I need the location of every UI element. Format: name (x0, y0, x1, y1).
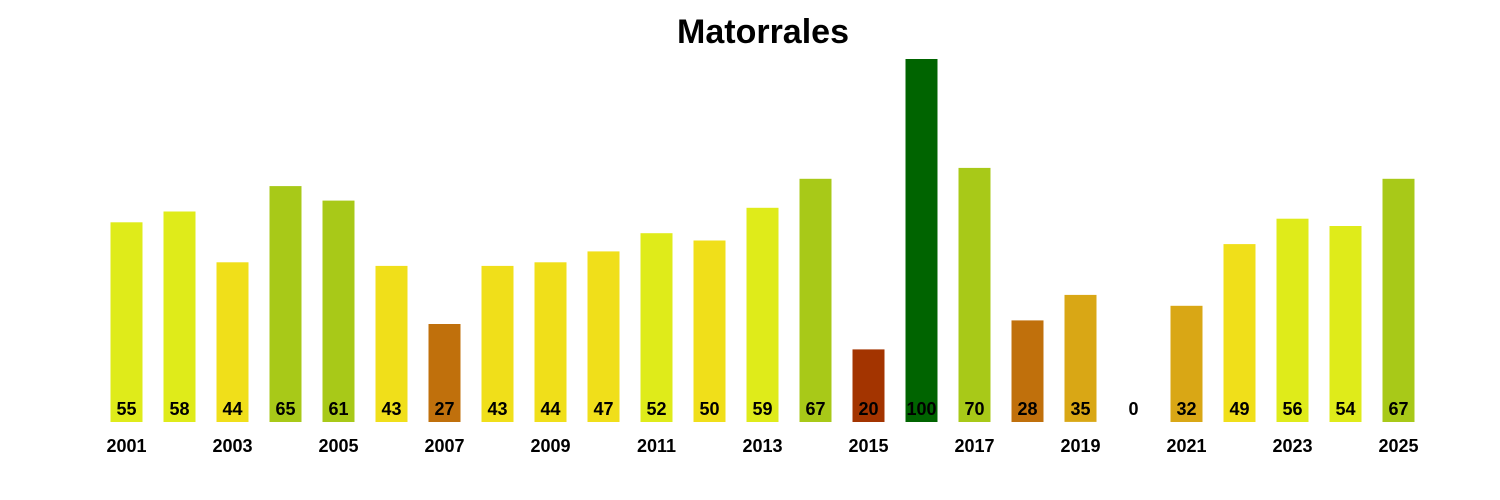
bar-2025 (1382, 178, 1415, 422)
bar-2008 (481, 265, 514, 422)
x-tick-label-2019: 2019 (1060, 436, 1100, 456)
x-tick-label-2003: 2003 (212, 436, 252, 456)
bar-2009 (534, 262, 567, 422)
value-label-2022: 49 (1229, 399, 1249, 419)
x-tick-label-2025: 2025 (1378, 436, 1418, 456)
value-label-2001: 55 (116, 399, 136, 419)
x-tick-label-2023: 2023 (1272, 436, 1312, 456)
value-label-2007: 27 (434, 399, 454, 419)
value-label-2013: 59 (752, 399, 772, 419)
value-label-2018: 28 (1017, 399, 1037, 419)
value-label-2014: 67 (805, 399, 825, 419)
bar-2014 (799, 178, 832, 422)
bar-2002 (163, 211, 196, 422)
bar-2024 (1329, 226, 1362, 422)
value-label-2017: 70 (964, 399, 984, 419)
bar-2023 (1276, 218, 1309, 422)
value-label-2006: 43 (381, 399, 401, 419)
bar-2021 (1170, 305, 1203, 422)
x-tick-label-2007: 2007 (424, 436, 464, 456)
value-label-2015: 20 (858, 399, 878, 419)
bar-2013 (746, 207, 779, 422)
chart-title: Matorrales (677, 13, 849, 51)
bar-2019 (1064, 294, 1097, 422)
value-label-2002: 58 (169, 399, 189, 419)
bar-2001 (110, 222, 143, 422)
value-label-2004: 65 (275, 399, 295, 419)
value-label-2019: 35 (1070, 399, 1090, 419)
value-label-group: 55 58 44 65 61 43 27 43 44 47 52 50 59 67 20 100 70 28 35 0… (116, 399, 1408, 419)
value-label-2005: 61 (328, 399, 348, 419)
x-tick-group: 2001 2003 2005 2007 2009 2011 2013 2015 2017 2019… (106, 436, 1418, 456)
value-label-2009: 44 (540, 399, 560, 419)
value-label-2008: 43 (487, 399, 507, 419)
value-label-2016: 100 (906, 399, 936, 419)
value-label-2021: 32 (1176, 399, 1196, 419)
x-tick-label-2017: 2017 (954, 436, 994, 456)
bar-2010 (587, 251, 620, 422)
x-tick-label-2015: 2015 (848, 436, 888, 456)
x-tick-label-2021: 2021 (1166, 436, 1206, 456)
bar-2005 (322, 200, 355, 422)
bar-2004 (269, 186, 302, 422)
x-tick-label-2001: 2001 (106, 436, 146, 456)
bar-2018 (1011, 320, 1044, 422)
value-label-2011: 52 (646, 399, 666, 419)
bar-2015 (852, 349, 885, 422)
x-tick-label-2013: 2013 (742, 436, 782, 456)
bar-2022 (1223, 244, 1256, 422)
bar-2007 (428, 324, 461, 422)
value-label-2024: 54 (1335, 399, 1355, 419)
bar-group (110, 59, 1415, 422)
bar-2003 (216, 262, 249, 422)
bar-2012 (693, 240, 726, 422)
bar-2006 (375, 265, 408, 422)
bar-2016 (905, 59, 938, 422)
x-tick-label-2005: 2005 (318, 436, 358, 456)
x-tick-label-2009: 2009 (530, 436, 570, 456)
value-label-2012: 50 (699, 399, 719, 419)
value-label-2003: 44 (222, 399, 242, 419)
bar-2011 (640, 233, 673, 422)
x-tick-label-2011: 2011 (637, 436, 676, 456)
value-label-2010: 47 (593, 399, 613, 419)
value-label-2025: 67 (1388, 399, 1408, 419)
bar-2017 (958, 167, 991, 422)
value-label-2023: 56 (1282, 399, 1302, 419)
value-label-2020: 0 (1128, 399, 1138, 419)
